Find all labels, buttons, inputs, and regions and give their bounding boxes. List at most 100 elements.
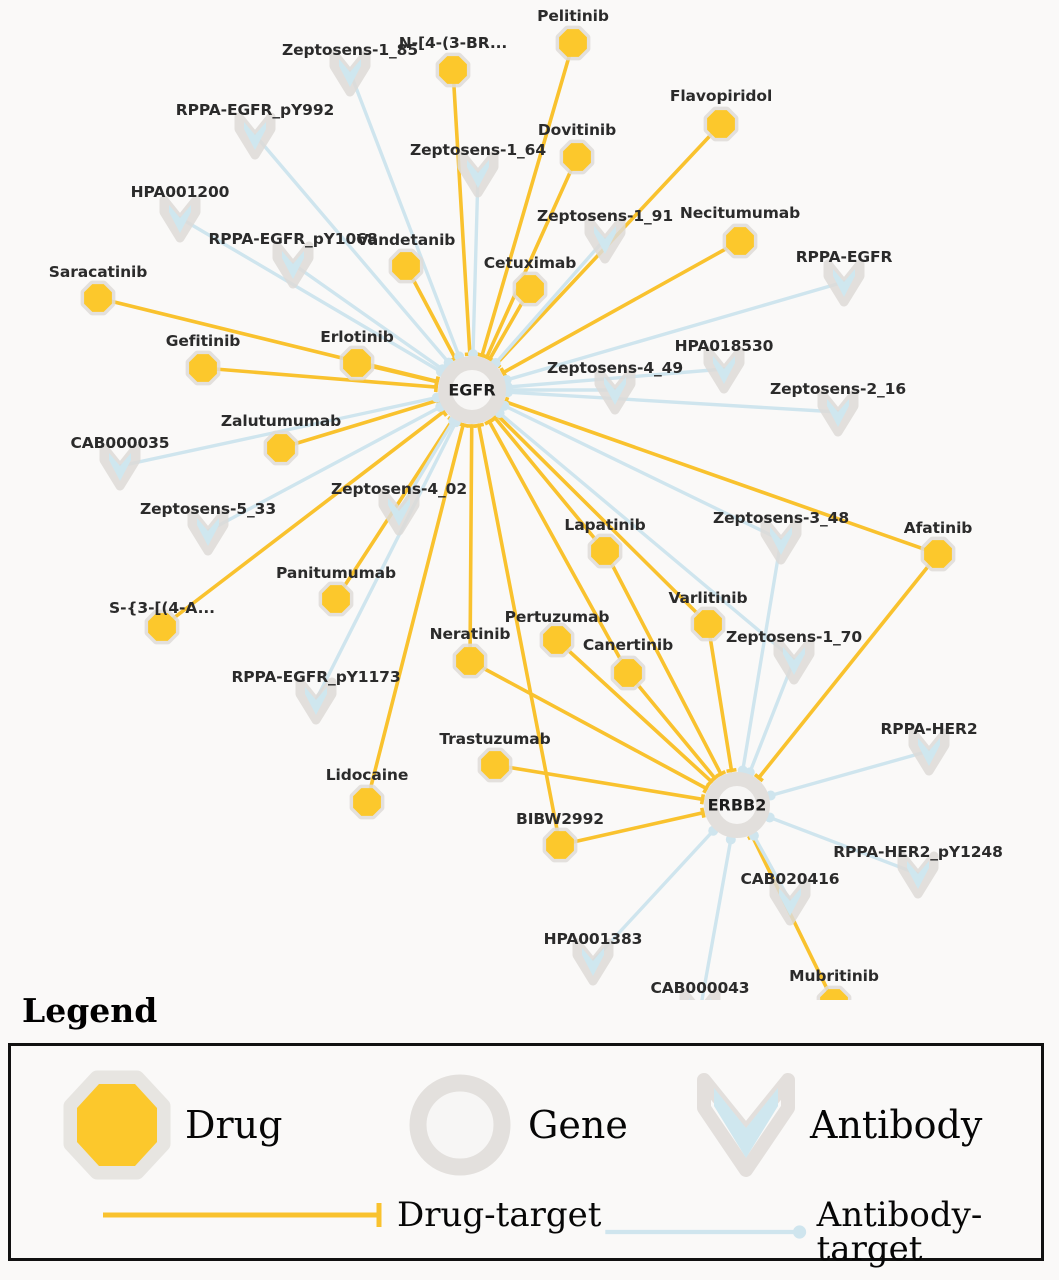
drug-target-edge	[555, 638, 713, 784]
drug-target-edge	[477, 423, 562, 847]
antibody-chevron-icon	[697, 1073, 795, 1177]
drug-target-edge	[484, 155, 579, 359]
antibody-node[interactable]	[769, 878, 811, 926]
drug-body	[543, 626, 571, 654]
drug-node[interactable]	[542, 827, 578, 863]
drug-target-edge	[626, 671, 717, 780]
gene-node-label: EGFR	[448, 380, 496, 400]
drug-target-edge-cap	[753, 773, 764, 783]
drug-node[interactable]	[263, 430, 299, 466]
drug-node[interactable]	[555, 25, 591, 61]
antibody-node[interactable]	[823, 259, 865, 307]
drug-node[interactable]	[559, 139, 595, 175]
gene-node[interactable]	[704, 772, 770, 838]
antibody-node[interactable]	[272, 241, 314, 289]
antibody-node[interactable]	[817, 389, 859, 437]
drug-node[interactable]	[339, 345, 375, 381]
legend-node-gene: Gene	[406, 1070, 628, 1180]
drug-body	[353, 788, 381, 816]
antibody-node[interactable]	[99, 443, 141, 491]
drug-node[interactable]	[920, 536, 956, 572]
antibody-node[interactable]	[897, 851, 939, 899]
antibody-node[interactable]	[187, 508, 229, 556]
antibody-node[interactable]	[295, 677, 337, 725]
drug-body	[343, 349, 371, 377]
gene-ring-icon	[409, 1074, 511, 1176]
drug-node[interactable]	[349, 784, 385, 820]
antibody-node[interactable]	[572, 938, 614, 986]
drug-target-edge	[279, 398, 440, 450]
edges-layer	[96, 41, 940, 1000]
antibody-node[interactable]	[908, 728, 950, 776]
drug-node[interactable]	[435, 52, 471, 88]
drug-node[interactable]	[144, 609, 180, 645]
drug-body	[456, 647, 484, 675]
drug-node[interactable]	[80, 280, 116, 316]
drug-node[interactable]	[690, 606, 726, 642]
antibody-node[interactable]	[234, 112, 276, 160]
antibody-body	[197, 518, 219, 546]
antibody-body	[770, 527, 792, 555]
drug-target-edge	[487, 419, 630, 675]
legend-drug-label: Drug	[185, 1103, 283, 1147]
drug-node[interactable]	[388, 248, 424, 284]
drug-target-edge	[451, 68, 472, 356]
antibody-node[interactable]	[584, 216, 626, 264]
antibody-target-edge	[497, 411, 796, 662]
antibody-node[interactable]	[773, 637, 815, 685]
drug-node[interactable]	[816, 985, 852, 1000]
antibody-body	[833, 269, 855, 297]
drug-body	[559, 29, 587, 57]
drug-body	[481, 751, 509, 779]
drug-body	[148, 613, 176, 641]
antibody-target-edge	[700, 837, 733, 1000]
antibody-target-edge	[741, 538, 783, 773]
drug-body	[614, 659, 642, 687]
drug-body	[694, 610, 722, 638]
gene-node-label: ERBB2	[707, 795, 767, 815]
drug-node[interactable]	[722, 223, 758, 259]
drug-node[interactable]	[587, 533, 623, 569]
antibody-target-edge	[314, 420, 458, 702]
drug-body	[267, 434, 295, 462]
drug-body	[439, 56, 467, 84]
antibody-body	[783, 647, 805, 675]
drug-body	[707, 110, 735, 138]
drug-body	[726, 227, 754, 255]
antibody-node[interactable]	[378, 488, 420, 536]
drug-node[interactable]	[703, 106, 739, 142]
antibody-target-edge	[494, 237, 607, 365]
antibody-body	[907, 861, 929, 889]
drug-body	[84, 284, 112, 312]
antibody-node[interactable]	[457, 150, 499, 198]
antibody-target-edge	[506, 390, 840, 414]
gene-node[interactable]	[438, 356, 506, 424]
antibody-node[interactable]	[159, 195, 201, 243]
drug-node[interactable]	[512, 271, 548, 307]
drug-target-edge-cap	[484, 417, 495, 426]
drug-node[interactable]	[610, 655, 646, 691]
legend-title: Legend	[22, 991, 158, 1030]
drug-node[interactable]	[539, 622, 575, 658]
antibody-body	[109, 453, 131, 481]
antibody-node[interactable]	[329, 49, 371, 97]
legend-antibody-target-label: Antibody-target	[816, 1195, 983, 1269]
antibody-body	[918, 738, 940, 766]
legend-panel: Legend Drug Gene Antibody	[0, 985, 1059, 1280]
antibody-body	[244, 122, 266, 150]
drug-node[interactable]	[477, 747, 513, 783]
antibody-node[interactable]	[760, 517, 802, 565]
antibody-node[interactable]	[594, 367, 636, 415]
antibody-body	[467, 160, 489, 188]
drug-node[interactable]	[318, 581, 354, 617]
drug-body	[516, 275, 544, 303]
drug-node[interactable]	[452, 643, 488, 679]
nodes-layer	[80, 25, 956, 1000]
antibody-target-edge	[768, 815, 920, 876]
network-graph-svg	[80, 25, 956, 1000]
drug-node[interactable]	[185, 350, 221, 386]
antibody-target-edge	[471, 171, 480, 356]
gene-ring	[704, 772, 770, 838]
antibody-node[interactable]	[703, 346, 745, 394]
antibody-body	[713, 356, 735, 384]
